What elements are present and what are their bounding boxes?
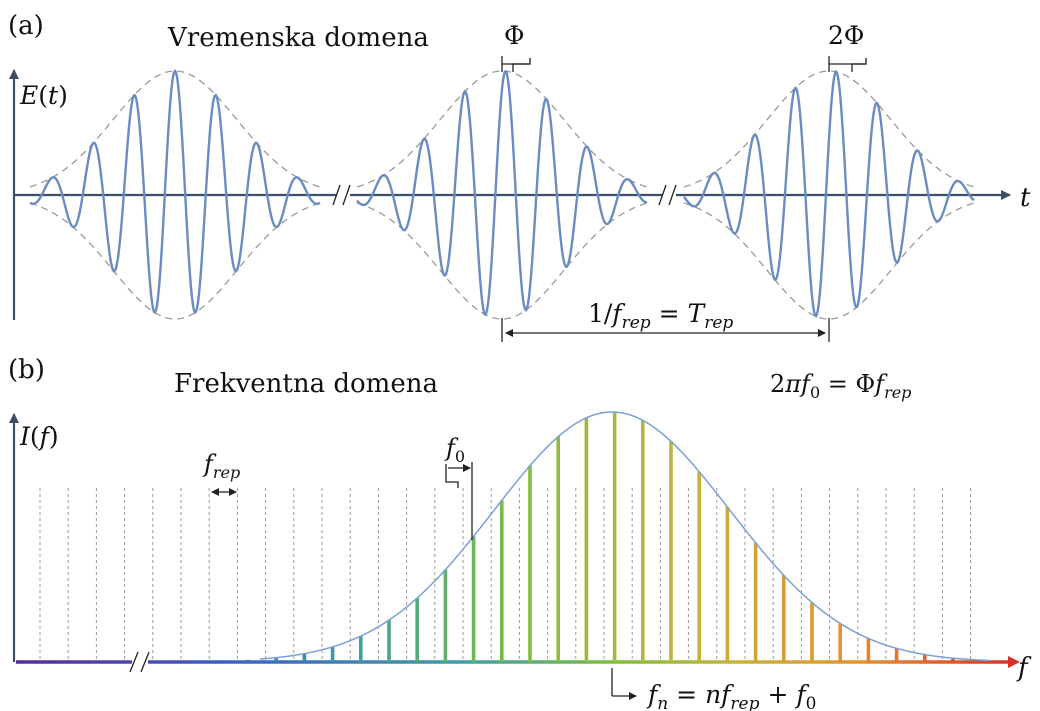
pulse-3-waveform [683,69,975,319]
comb-tooth [528,465,532,662]
offset-label: f0 [444,434,465,466]
pulse-1-envelope-lower [29,202,321,320]
freq-axis-break [129,651,150,673]
pulse-1-envelope-upper [29,70,321,188]
time-x-axis-label: t [1020,183,1031,213]
panel-b-title: Frekventna domena [174,369,438,399]
comb-tooth [387,620,391,662]
relation-label: 2πf0 = Φfrep [770,370,911,402]
freq-axis-arrow [1008,656,1020,668]
pulse-2-waveform [356,70,648,317]
comb-tooth [725,507,730,662]
mode-equation-label: fn = nfrep + f0 [646,680,816,711]
phase-label-1: Φ [504,21,525,50]
comb-tooth [584,417,589,662]
period-marker [501,318,830,342]
comb-tooth [782,575,786,662]
phase-marker-1 [501,56,531,72]
period-label: 1/frep = Trep [588,299,733,333]
panel-b: (b) Frekventna domena 2πf0 = Φfrep I(f) … [8,355,1032,711]
spectral-envelope [259,411,991,662]
comb-tooth [556,436,560,662]
comb-tooth [697,471,701,662]
comb-tooth [274,657,278,662]
panel-a: (a) Vremenska domena E(t) t Φ [8,11,1031,342]
axis-break-2 [658,184,677,206]
comb-tooth [669,441,673,662]
mode-arrow [611,668,637,700]
axis-break-1 [332,184,351,206]
comb-tooth [810,602,814,662]
comb-tooth [443,569,448,662]
comb-teeth [246,412,983,662]
comb-grid-lines [39,488,972,660]
comb-tooth [753,542,758,662]
comb-tooth [246,659,250,662]
comb-tooth [415,598,419,662]
freq-x-axis-label: f [1016,653,1032,683]
comb-tooth [471,536,476,662]
pulse-1-waveform [29,68,321,315]
comb-tooth [359,636,363,662]
comb-tooth [641,420,645,662]
comb-tooth [866,638,871,662]
comb-tooth [894,648,899,662]
panel-a-title: Vremenska domena [167,23,429,53]
comb-tooth [330,646,335,662]
pulse-train [29,68,975,320]
panel-a-label: (a) [8,11,44,41]
panel-b-label: (b) [8,355,45,385]
comb-tooth [979,660,983,662]
comb-tooth [951,658,955,662]
phase-marker-2 [828,56,867,72]
comb-tooth [838,623,842,662]
pulse-3-envelope-lower [683,202,975,320]
comb-tooth [500,500,504,662]
comb-tooth [302,653,307,662]
offset-marker [445,462,473,540]
freq-y-axis-label: I(f) [19,422,59,451]
time-y-axis-label: E(t) [19,81,68,110]
spacing-label: frep [202,450,240,482]
phase-label-2: 2Φ [828,21,864,50]
comb-tooth [612,412,617,662]
comb-tooth [923,654,927,662]
